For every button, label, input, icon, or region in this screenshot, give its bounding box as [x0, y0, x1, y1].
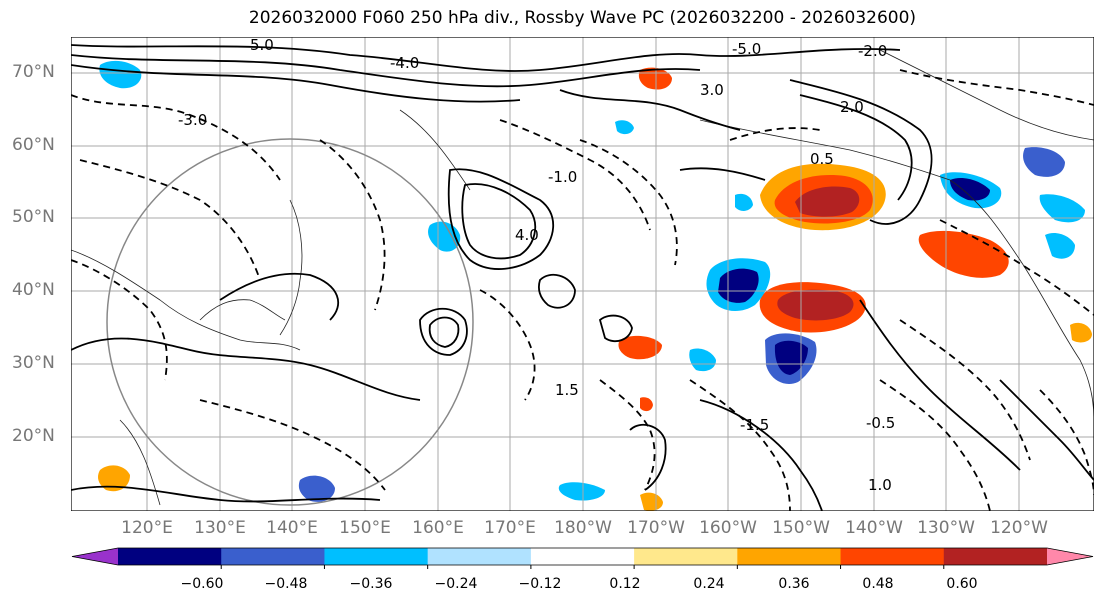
- contour-label: -2.0: [858, 42, 887, 60]
- colorbar-segment: [634, 548, 738, 565]
- colorbar-tick-label: −0.36: [349, 576, 393, 592]
- contour-label: 5.0: [250, 36, 274, 54]
- dashed-contours: [71, 69, 1094, 511]
- lat-label: 70°N: [12, 62, 55, 82]
- contours: [71, 44, 1094, 511]
- lon-label: 170°W: [627, 518, 685, 538]
- colorbar: [71, 547, 1094, 569]
- colorbar-tick-label: −0.48: [264, 576, 308, 592]
- contour-label: -5.0: [732, 40, 761, 58]
- lat-label: 50°N: [12, 207, 55, 227]
- lon-label: 180°W: [554, 518, 612, 538]
- map-panel: -5.0 -4.0 -2.0 -3.0 -1.0 -1.5 -0.5 0.5 1…: [71, 36, 1094, 511]
- contour-label: -3.0: [178, 111, 207, 129]
- contour-label: 2.0: [840, 98, 864, 116]
- lon-label: 160°W: [699, 518, 757, 538]
- colorbar-segment: [324, 548, 429, 565]
- lon-label: 170°E: [484, 518, 536, 538]
- map-title: 2026032000 F060 250 hPa div., Rossby Wav…: [248, 8, 917, 28]
- lat-label: 60°N: [12, 135, 55, 155]
- colorbar-segment: [427, 548, 532, 565]
- colorbar-tick-label: −0.60: [180, 576, 224, 592]
- contour-label: -1.5: [740, 416, 769, 434]
- contour-label: -4.0: [390, 54, 419, 72]
- colorbar-tick-label: 0.36: [778, 576, 810, 592]
- lat-label: 20°N: [12, 426, 55, 446]
- lon-label: 150°E: [339, 518, 391, 538]
- contour-label: 4.0: [515, 226, 539, 244]
- colorbar-segment: [221, 548, 325, 565]
- lon-label: 140°E: [266, 518, 318, 538]
- colorbar-tick-label: −0.12: [518, 576, 562, 592]
- colorbar-outline: [71, 547, 1094, 566]
- colorbar-extend-low: [72, 548, 118, 565]
- lon-label: 160°E: [412, 518, 464, 538]
- contour-label: 0.5: [810, 150, 834, 168]
- lon-label: 120°W: [990, 518, 1048, 538]
- colorbar-segment: [943, 548, 1048, 565]
- contour-label: 3.0: [700, 81, 724, 99]
- colorbar-tick-label: −0.24: [434, 576, 478, 592]
- lon-label: 150°W: [772, 518, 830, 538]
- colorbar-extend-high: [1047, 548, 1093, 565]
- coastlines: [71, 49, 1094, 506]
- colorbar-segment: [530, 548, 635, 565]
- colorbar-tick-label: 0.12: [609, 576, 641, 592]
- lat-label: 40°N: [12, 280, 55, 300]
- contour-label: -0.5: [866, 414, 895, 432]
- lon-label: 130°W: [917, 518, 975, 538]
- contour-label: 1.5: [555, 381, 579, 399]
- contour-labels: -5.0 -4.0 -2.0 -3.0 -1.0 -1.5 -0.5 0.5 1…: [178, 36, 895, 494]
- contour-label: 1.0: [868, 476, 892, 494]
- lat-label: 30°N: [12, 353, 55, 373]
- shading-blobs: [98, 60, 1092, 511]
- colorbar-segment: [118, 548, 222, 565]
- contour-label: -1.0: [548, 168, 577, 186]
- lon-label: 120°E: [121, 518, 173, 538]
- colorbar-tick-label: 0.24: [693, 576, 725, 592]
- colorbar-segment: [840, 548, 945, 565]
- reference-circle: [106, 138, 474, 506]
- lon-label: 140°W: [845, 518, 903, 538]
- colorbar-segment: [737, 548, 842, 565]
- lon-label: 130°E: [194, 518, 246, 538]
- colorbar-tick-label: 0.48: [862, 576, 894, 592]
- colorbar-tick-label: 0.60: [946, 576, 978, 592]
